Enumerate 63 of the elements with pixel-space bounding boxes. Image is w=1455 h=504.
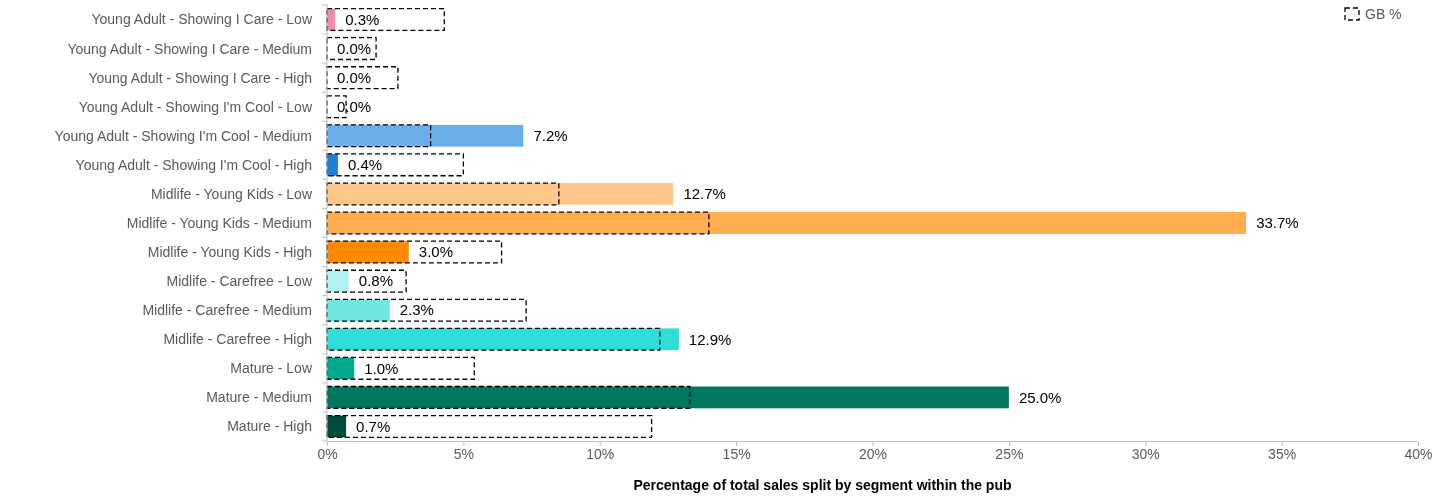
x-tick-label: 5% (453, 445, 474, 462)
data-label: 12.9% (688, 330, 732, 348)
y-tick-label: Midlife - Young Kids - Low (150, 185, 313, 202)
y-tick-label: Young Adult - Showing I Care - High (88, 69, 312, 86)
bar (327, 299, 390, 322)
bar (326, 37, 377, 61)
x-tick-label: 35% (1268, 445, 1297, 462)
data-label: 0.3% (345, 10, 380, 28)
bar (326, 182, 560, 206)
data-label: 0.8% (358, 272, 394, 290)
y-tick-label: Mature - High (227, 418, 312, 435)
x-tick-label: 10% (586, 445, 615, 462)
bar (327, 241, 409, 263)
x-axis-title: Percentage of total sales split by segment within the pub (633, 477, 1012, 493)
y-tick-label: Midlife - Young Kids - High (147, 243, 312, 260)
bar (326, 7, 445, 32)
y-tick-label: Midlife - Carefree - Low (166, 273, 313, 290)
bar (327, 415, 347, 438)
data-label: 0.0% (337, 39, 372, 57)
data-label: 0.4% (347, 156, 383, 174)
x-tick-label: 20% (858, 445, 888, 462)
bar (326, 240, 503, 264)
bar (326, 211, 710, 235)
bar (326, 153, 465, 177)
bar (326, 66, 399, 90)
data-label: 7.2% (533, 127, 568, 145)
x-tick-label: 30% (1131, 445, 1160, 462)
y-tick-label: Mature - Medium (206, 389, 312, 406)
y-tick-label: Young Adult - Showing I'm Cool - Medium (54, 127, 312, 144)
y-tick-label: Midlife - Young Kids - Medium (126, 214, 312, 231)
bar (327, 124, 524, 147)
x-tick-label: 0% (317, 445, 338, 462)
y-tick-label: Mature - Low (230, 360, 313, 377)
bar (327, 386, 1009, 409)
data-label: 0.0% (337, 68, 372, 86)
bar (327, 357, 355, 380)
y-tick-label: Midlife - Carefree - High (163, 331, 312, 348)
bar (327, 183, 674, 205)
data-label: 33.7% (1256, 214, 1299, 232)
bar (326, 298, 527, 322)
y-tick-label: Young Adult - Showing I Care - Low (91, 11, 313, 28)
y-tick-label: Young Adult - Showing I'm Cool - Low (78, 98, 313, 115)
y-tick-label: Midlife - Carefree - Medium (142, 302, 312, 319)
data-label: 0.0% (337, 97, 372, 115)
bar (327, 270, 349, 293)
bar (326, 356, 475, 380)
legend-label: GB % (1365, 5, 1402, 22)
y-tick-label: Young Adult - Showing I Care - Medium (67, 40, 312, 57)
data-label: 12.7% (683, 185, 726, 203)
x-tick-label: 15% (722, 445, 751, 462)
bar (326, 414, 653, 439)
data-label: 25.0% (1018, 388, 1062, 406)
bar (327, 212, 1247, 234)
bar (326, 124, 432, 148)
x-tick-label: 40% (1404, 445, 1433, 462)
data-label: 2.3% (399, 301, 434, 319)
data-label: 3.0% (418, 243, 454, 261)
bar (326, 385, 691, 409)
data-label: 0.7% (356, 417, 391, 435)
data-label: 1.0% (364, 359, 399, 377)
bar (326, 269, 407, 293)
x-tick-label: 25% (995, 445, 1024, 462)
y-tick-label: Young Adult - Showing I'm Cool - High (75, 156, 312, 173)
